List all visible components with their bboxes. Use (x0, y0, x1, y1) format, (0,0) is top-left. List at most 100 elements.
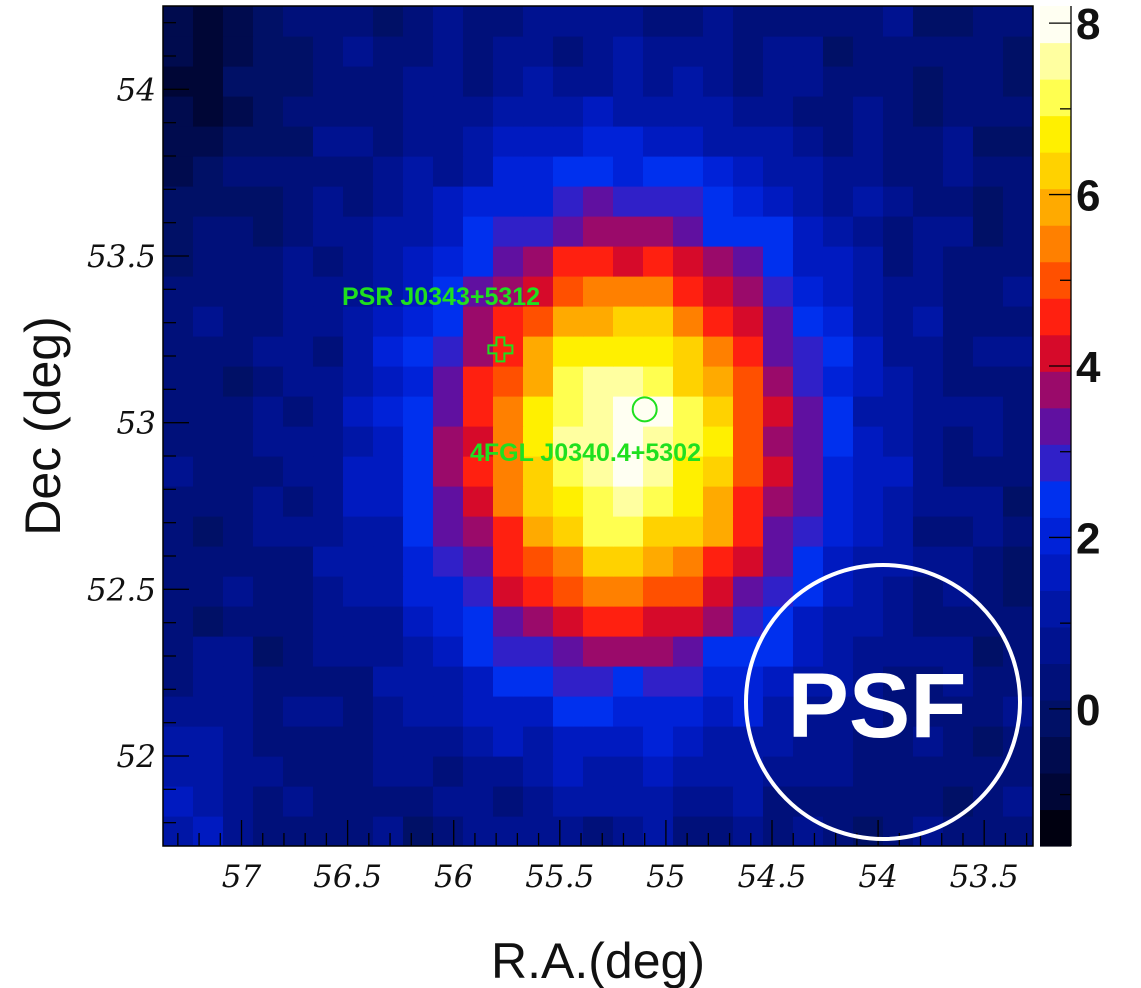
heatmap-cell (823, 36, 854, 67)
heatmap-cell (823, 396, 854, 427)
heatmap-cell (403, 6, 434, 37)
heatmap-cell (913, 666, 944, 697)
heatmap-cell (763, 366, 794, 397)
heatmap-cell (733, 6, 764, 37)
heatmap-cell (343, 276, 374, 307)
heatmap-cell (313, 546, 344, 577)
heatmap-cell (523, 756, 554, 787)
heatmap-cell (913, 486, 944, 517)
heatmap-cell (793, 816, 824, 846)
heatmap-cell (733, 96, 764, 127)
heatmap-cell (163, 516, 194, 547)
heatmap-cell (883, 756, 914, 787)
heatmap-cell (583, 336, 614, 367)
heatmap-cell (643, 36, 674, 67)
heatmap-cell (973, 756, 1004, 787)
heatmap-cell (703, 636, 734, 667)
heatmap-cell (1003, 276, 1033, 307)
heatmap-cell (1003, 96, 1033, 127)
heatmap-cell (673, 726, 704, 757)
heatmap-cell (583, 576, 614, 607)
heatmap-cell (763, 306, 794, 337)
heatmap-cell (283, 366, 314, 397)
heatmap-cell (553, 306, 584, 337)
heatmap-cell (733, 486, 764, 517)
heatmap-cell (553, 756, 584, 787)
heatmap-cell (223, 606, 254, 637)
heatmap-cell (403, 576, 434, 607)
heatmap-cell (553, 156, 584, 187)
heatmap-cell (283, 426, 314, 457)
heatmap-cell (793, 246, 824, 277)
4fgl-source-label: 4FGL J0340.4+5302 (470, 439, 701, 467)
heatmap-cell (163, 36, 194, 67)
heatmap-cell (913, 126, 944, 157)
heatmap-cell (163, 126, 194, 157)
heatmap-cell (673, 606, 704, 637)
heatmap-cell (823, 606, 854, 637)
heatmap-cell (553, 336, 584, 367)
heatmap-cell (913, 426, 944, 457)
heatmap-cell (583, 66, 614, 97)
heatmap-cell (223, 6, 254, 37)
heatmap-cell (163, 156, 194, 187)
heatmap-cell (283, 816, 314, 846)
heatmap-cell (643, 696, 674, 727)
heatmap-cell (223, 786, 254, 817)
heatmap-cell (373, 246, 404, 277)
heatmap-cell (943, 306, 974, 337)
heatmap-cell (403, 336, 434, 367)
heatmap-cell (673, 486, 704, 517)
heatmap-cell (343, 696, 374, 727)
heatmap-cell (853, 216, 884, 247)
heatmap-cell (973, 246, 1004, 277)
heatmap-cell (793, 306, 824, 337)
x-tick-label: 57 (222, 859, 262, 895)
heatmap-cell (283, 636, 314, 667)
heatmap-cell (583, 276, 614, 307)
heatmap-cell (823, 306, 854, 337)
heatmap-cell (253, 456, 284, 487)
heatmap-cell (1003, 36, 1033, 67)
heatmap-cell (523, 396, 554, 427)
heatmap-cell (703, 216, 734, 247)
heatmap-cell (883, 96, 914, 127)
heatmap-cell (943, 336, 974, 367)
heatmap-cell (313, 336, 344, 367)
heatmap-cell (793, 636, 824, 667)
heatmap-cell (223, 336, 254, 367)
heatmap-cell (433, 456, 464, 487)
heatmap-cell (283, 276, 314, 307)
heatmap-cell (283, 66, 314, 97)
heatmap-cell (583, 246, 614, 277)
heatmap-cell (583, 486, 614, 517)
heatmap-cell (583, 126, 614, 157)
heatmap-cell (613, 126, 644, 157)
heatmap-cell (643, 606, 674, 637)
heatmap-cell (163, 726, 194, 757)
heatmap-cell (943, 66, 974, 97)
heatmap-cell (703, 426, 734, 457)
heatmap-cell (253, 756, 284, 787)
y-tick-label: 54 (117, 72, 156, 108)
heatmap-cell (583, 696, 614, 727)
heatmap-cell (973, 96, 1004, 127)
heatmap-cell (973, 156, 1004, 187)
heatmap-cell (433, 186, 464, 217)
heatmap-cell (853, 6, 884, 37)
heatmap-cell (613, 756, 644, 787)
heatmap-cell (313, 636, 344, 667)
heatmap-cell (673, 246, 704, 277)
psr-cross-marker (487, 336, 514, 363)
heatmap-cell (283, 156, 314, 187)
heatmap-cell (913, 66, 944, 97)
heatmap-cell (493, 186, 524, 217)
heatmap-cell (433, 366, 464, 397)
heatmap-cell (883, 636, 914, 667)
heatmap-cell (163, 366, 194, 397)
heatmap-cell (613, 276, 644, 307)
heatmap-cell (493, 786, 524, 817)
heatmap-cell (613, 186, 644, 217)
colorbar-segment (1040, 42, 1071, 80)
colorbar-segment (1040, 407, 1071, 445)
